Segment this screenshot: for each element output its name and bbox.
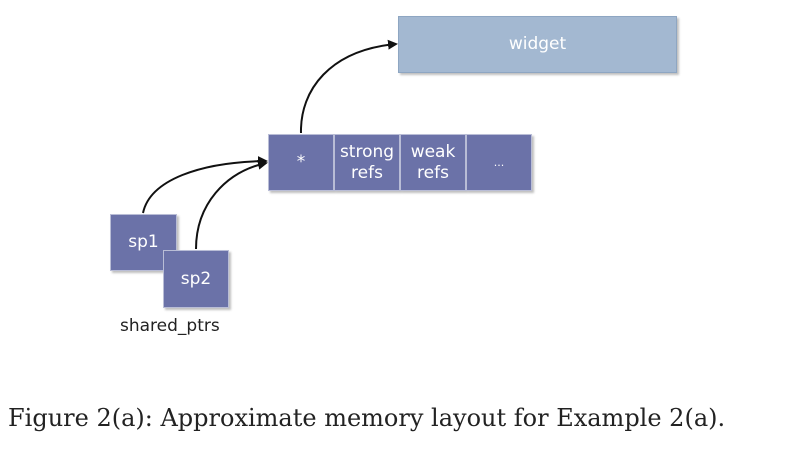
control-block-pointer-cell: *	[268, 134, 334, 191]
widget-label: widget	[508, 34, 567, 54]
strong-refs-label: strong refs	[339, 141, 395, 183]
figure-caption: Figure 2(a): Approximate memory layout f…	[8, 404, 726, 432]
more-label: ...	[493, 156, 505, 169]
control-block-more-cell: ...	[466, 134, 532, 191]
arrow-control-block-to-widget	[299, 39, 398, 134]
weak-refs-label: weak refs	[410, 141, 456, 183]
sp2-box: sp2	[163, 250, 229, 308]
sp2-label: sp2	[180, 268, 212, 289]
arrow-sp1-to-control-block	[142, 156, 268, 214]
shared-ptrs-label: shared_ptrs	[120, 316, 220, 336]
sp1-label: sp1	[128, 232, 159, 252]
control-block-weak-refs-cell: weak refs	[400, 134, 466, 191]
control-block-strong-refs-cell: strong refs	[334, 134, 400, 191]
widget-object: widget	[398, 16, 677, 73]
arrow-sp2-to-control-block	[195, 159, 268, 250]
pointer-label: *	[296, 152, 306, 172]
